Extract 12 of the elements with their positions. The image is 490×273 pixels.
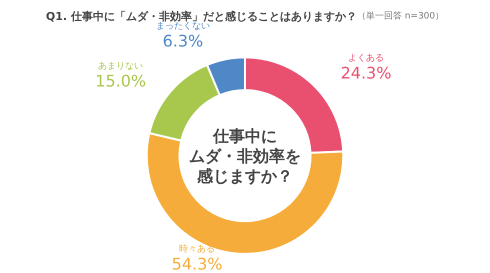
- slice-label: まったくない: [156, 22, 210, 32]
- chart-title: Q1. 仕事中に「ムダ・非効率」だと感じることはありますか？: [46, 10, 357, 23]
- data-label: 15.0%: [95, 71, 146, 90]
- slice-label: よくある: [348, 53, 384, 64]
- chart-subtitle: （単一回答 n=300）: [356, 10, 444, 22]
- text: ムダ・非効率を: [189, 146, 301, 166]
- data-label: 6.3%: [162, 32, 204, 51]
- slice-label: あまりない: [98, 61, 144, 72]
- text: 仕事中に: [212, 126, 277, 146]
- text: 感じますか？: [196, 166, 293, 186]
- data-label: 54.3%: [172, 254, 222, 273]
- data-label: 24.3%: [340, 63, 392, 82]
